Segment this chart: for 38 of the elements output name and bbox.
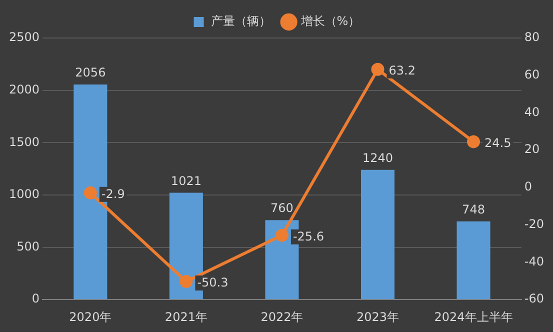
legend-label: 产量（辆） [210,14,271,28]
data-label: -25.6 [292,229,324,244]
x-tick-label: 2020年 [69,310,112,324]
y2-tick-label: 60 [524,67,540,82]
bar [360,170,394,300]
y2-tick-label: -20 [524,216,544,231]
y2-tick-label: -60 [524,292,544,306]
x-tick-label: 2021年 [164,310,208,324]
data-label: 2056 [75,66,106,80]
point [180,274,193,288]
y-tick-label: 2000 [8,82,40,96]
x-tick-label: 2022年 [260,310,304,324]
x-tick-label: 2024年上半年 [434,310,513,324]
point [275,228,288,242]
data-label: 760 [270,201,294,216]
data-label: -50.3 [197,276,228,290]
point [84,186,97,200]
bar [456,221,490,300]
y2-tick-label: -40 [524,254,544,268]
data-label: -2.9 [101,187,125,202]
y2-tick-label: 40 [524,104,540,119]
x-tick-label: 2023年 [356,310,400,324]
data-label: 748 [462,202,485,216]
y2-tick-label: 80 [524,30,540,44]
data-label: 1021 [170,174,202,188]
point [371,62,384,76]
y2-tick-label: 0 [524,180,532,194]
y-tick-label: 500 [16,239,40,254]
y-tick-label: 2500 [8,30,40,44]
y-tick-label: 1000 [8,187,40,202]
data-label: 24.5 [484,136,512,150]
y-tick-label: 0 [32,292,40,306]
legend-label: 增长（%） [300,14,360,28]
y-tick-label: 1500 [8,134,40,149]
data-label: 63.2 [388,64,416,78]
y2-tick-label: 20 [524,142,540,156]
data-label: 1240 [362,150,394,165]
point [467,135,480,148]
